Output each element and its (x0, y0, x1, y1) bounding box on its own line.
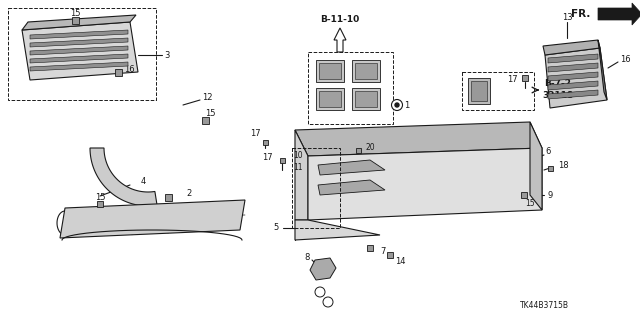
Bar (263, 140, 268, 145)
Bar (355, 91, 377, 107)
Polygon shape (530, 122, 542, 210)
Polygon shape (295, 220, 380, 240)
Bar (292, 148, 340, 228)
Text: 12: 12 (202, 93, 212, 101)
Bar (280, 158, 285, 163)
Text: 14: 14 (395, 257, 405, 266)
Polygon shape (22, 15, 136, 30)
Text: 5: 5 (273, 224, 278, 233)
Polygon shape (30, 62, 128, 71)
Bar (355, 63, 377, 79)
Polygon shape (318, 160, 385, 175)
Bar (521, 192, 527, 198)
Text: B-11-10: B-11-10 (321, 16, 360, 25)
Polygon shape (60, 200, 245, 238)
Polygon shape (318, 180, 385, 195)
Text: 32118: 32118 (542, 91, 573, 100)
Text: 17: 17 (250, 129, 260, 137)
Bar (471, 81, 487, 101)
Polygon shape (295, 122, 542, 156)
Polygon shape (30, 46, 128, 55)
Polygon shape (545, 48, 607, 108)
Circle shape (392, 100, 403, 110)
Bar (319, 63, 341, 79)
Bar (367, 245, 373, 251)
Polygon shape (543, 40, 600, 55)
Text: 2: 2 (186, 189, 191, 197)
Bar (319, 91, 341, 107)
Text: 18: 18 (558, 160, 568, 169)
Text: 7: 7 (380, 248, 385, 256)
Bar (72, 17, 79, 24)
Circle shape (315, 287, 325, 297)
Polygon shape (334, 28, 346, 52)
Polygon shape (308, 148, 542, 220)
Bar (97, 201, 103, 207)
Text: 17: 17 (508, 76, 518, 85)
Polygon shape (548, 90, 598, 99)
Text: 4: 4 (140, 177, 146, 187)
Text: 17: 17 (262, 152, 273, 161)
Circle shape (323, 297, 333, 307)
Polygon shape (598, 3, 640, 25)
Text: 20: 20 (365, 144, 375, 152)
Text: 3: 3 (164, 50, 170, 60)
Text: 16: 16 (124, 65, 134, 75)
Polygon shape (548, 54, 598, 63)
Bar (352, 88, 380, 110)
Polygon shape (22, 22, 138, 80)
Polygon shape (30, 54, 128, 63)
Text: 1: 1 (404, 100, 409, 109)
Polygon shape (598, 40, 607, 100)
Polygon shape (310, 258, 336, 280)
Text: 15: 15 (70, 10, 80, 19)
Bar (468, 78, 490, 104)
Circle shape (395, 103, 399, 107)
Text: 8: 8 (305, 254, 310, 263)
Text: 13: 13 (562, 12, 572, 21)
Bar (8, 8, 156, 100)
Bar (165, 194, 172, 201)
Bar (462, 72, 534, 110)
Bar (387, 252, 393, 258)
Bar (548, 166, 553, 171)
Polygon shape (295, 130, 308, 220)
Polygon shape (548, 72, 598, 81)
Polygon shape (30, 30, 128, 39)
Text: TK44B3715B: TK44B3715B (520, 300, 569, 309)
Text: B-7-2: B-7-2 (545, 79, 572, 88)
Text: 6: 6 (545, 147, 550, 157)
Text: 15: 15 (525, 199, 535, 209)
Text: 15: 15 (205, 108, 215, 117)
Polygon shape (548, 81, 598, 90)
Text: 15: 15 (95, 192, 105, 202)
Bar (356, 148, 361, 153)
Text: 11: 11 (293, 162, 303, 172)
Bar (316, 88, 344, 110)
Text: FR.: FR. (571, 9, 590, 19)
Text: 10: 10 (293, 151, 303, 160)
Text: 16: 16 (620, 56, 630, 64)
Bar (316, 60, 344, 82)
Polygon shape (548, 63, 598, 72)
Polygon shape (90, 148, 157, 206)
Bar (352, 60, 380, 82)
Text: 9: 9 (548, 190, 553, 199)
Polygon shape (30, 38, 128, 47)
Bar (115, 69, 122, 76)
Bar (202, 117, 209, 124)
Bar (522, 75, 528, 81)
Bar (308, 52, 393, 124)
